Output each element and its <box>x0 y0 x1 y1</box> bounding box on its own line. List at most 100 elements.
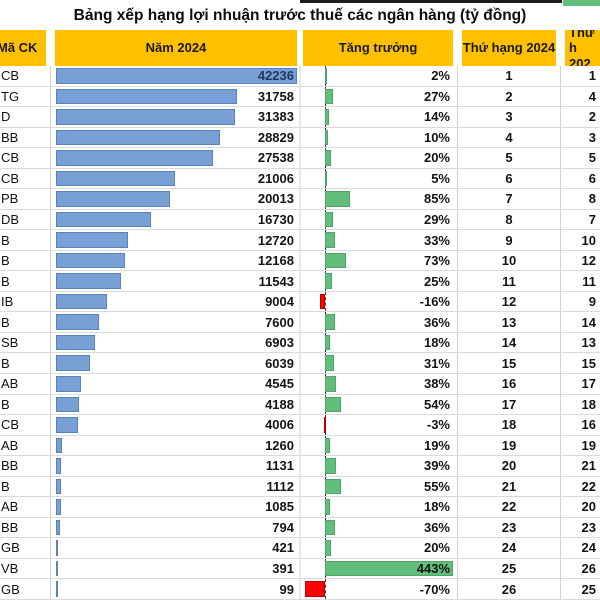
table-row: CB 21006 5% 6 6 <box>0 168 600 190</box>
profit-2024-cell: 16730 <box>55 210 297 230</box>
growth-databar <box>325 437 331 454</box>
ticker-cell: DB <box>1 211 20 227</box>
gridline-gap <box>453 209 462 230</box>
profit-value: 6039 <box>265 355 294 371</box>
rank-2024-cell: 13 <box>501 314 517 330</box>
profit-value: 6903 <box>265 335 294 351</box>
rank-prev-cell: 12 <box>581 253 596 269</box>
growth-cell: 73% <box>303 250 453 271</box>
rank-prev-cell: 20 <box>581 499 596 515</box>
profit-databar <box>56 129 221 146</box>
gridline-gap <box>297 291 303 312</box>
growth-value: -16% <box>419 294 450 310</box>
growth-databar <box>325 375 336 392</box>
rank-2024-cell: 17 <box>501 396 517 412</box>
growth-databar <box>325 355 334 371</box>
profit-2024-cell: 794 <box>55 518 297 538</box>
profit-value: 31383 <box>257 109 294 125</box>
rank-prev-cell: 10 <box>581 232 596 248</box>
gridline-gap <box>46 538 55 558</box>
table-row: GB 99 -70% 26 25 <box>0 579 600 600</box>
growth-axis-line <box>325 291 326 312</box>
growth-cell: 25% <box>303 271 453 291</box>
gridline-gap <box>453 107 462 127</box>
profit-databar <box>56 252 125 269</box>
gridline-gap <box>556 271 565 291</box>
gridline-gap <box>46 250 55 271</box>
gridline-gap <box>297 579 303 599</box>
growth-value: 29% <box>423 211 450 227</box>
profit-2024-cell: 27538 <box>55 148 297 168</box>
profit-value: 31758 <box>257 88 294 104</box>
growth-databar <box>320 293 325 310</box>
gridline-gap <box>46 148 55 168</box>
profit-2024-cell: 1085 <box>55 497 297 517</box>
profit-value: 11543 <box>258 273 294 289</box>
growth-databar <box>325 88 333 105</box>
table-row: BB 1131 39% 20 21 <box>0 456 600 477</box>
gridline-gap <box>297 209 303 230</box>
table-row: SB 6903 18% 14 13 <box>0 332 600 354</box>
profit-databar <box>56 519 60 536</box>
growth-databar <box>325 109 330 125</box>
growth-value: 33% <box>423 232 450 248</box>
growth-value: 73% <box>423 253 450 269</box>
profit-databar <box>56 88 237 105</box>
profit-databar <box>56 232 128 248</box>
gridline-gap <box>556 415 565 435</box>
profit-value: 16730 <box>257 211 294 227</box>
gridline-gap <box>297 415 303 435</box>
profit-2024-cell: 421 <box>55 538 297 558</box>
growth-databar <box>325 478 341 495</box>
growth-value: 25% <box>423 273 450 289</box>
rank-prev-cell: 22 <box>581 478 596 494</box>
gridline-gap <box>453 435 462 456</box>
table-header-row: Mã CK Năm 2024 Tăng trưởng Thứ hạng 2024… <box>0 30 600 66</box>
profit-databar <box>56 170 176 187</box>
gridline-gap <box>556 373 565 394</box>
rank-2024-cell: 7 <box>505 191 513 207</box>
table-row: IB 9004 -16% 12 9 <box>0 291 600 313</box>
gridline-gap <box>556 558 565 579</box>
ticker-cell: SB <box>1 335 19 351</box>
table-row: BB 794 36% 23 23 <box>0 517 600 539</box>
rank-prev-cell: 9 <box>588 294 596 310</box>
growth-cell: 39% <box>303 456 453 476</box>
growth-axis-line <box>325 579 326 599</box>
rank-prev-cell: 3 <box>588 129 596 145</box>
profit-2024-cell: 28829 <box>55 128 297 148</box>
ticker-cell: D <box>1 109 11 125</box>
profit-databar <box>56 273 122 289</box>
profit-2024-cell: 21006 <box>55 169 297 189</box>
gridline-gap <box>556 127 565 148</box>
growth-cell: 5% <box>303 168 453 189</box>
gridline-gap <box>453 517 462 538</box>
gridline-gap <box>297 435 303 456</box>
gridline-gap <box>46 189 55 209</box>
profit-2024-cell: 11543 <box>55 271 297 291</box>
table-row: B 12168 73% 10 12 <box>0 250 600 272</box>
rank-2024-cell: 12 <box>501 294 517 310</box>
profit-2024-cell: 12720 <box>55 230 297 250</box>
growth-value: -70% <box>419 581 450 597</box>
gridline-gap <box>556 107 565 127</box>
gridline-gap <box>453 373 462 394</box>
growth-databar <box>325 170 327 187</box>
gridline-gap <box>297 66 303 86</box>
growth-cell: 36% <box>303 312 453 332</box>
growth-databar <box>325 334 331 351</box>
growth-databar <box>325 68 327 84</box>
growth-databar <box>325 191 350 207</box>
gridline-gap <box>46 456 55 476</box>
profit-2024-cell: 9004 <box>55 292 297 312</box>
gridline-gap <box>556 456 565 476</box>
rank-prev-cell: 23 <box>581 519 596 535</box>
gridline-gap <box>46 373 55 394</box>
rank-prev-cell: 21 <box>581 458 596 474</box>
ticker-cell: B <box>1 273 10 289</box>
rank-prev-cell: 1 <box>588 68 596 84</box>
profit-databar <box>56 191 170 207</box>
rank-2024-cell: 21 <box>501 478 517 494</box>
gridline-gap <box>297 558 303 579</box>
growth-cell: 36% <box>303 517 453 538</box>
